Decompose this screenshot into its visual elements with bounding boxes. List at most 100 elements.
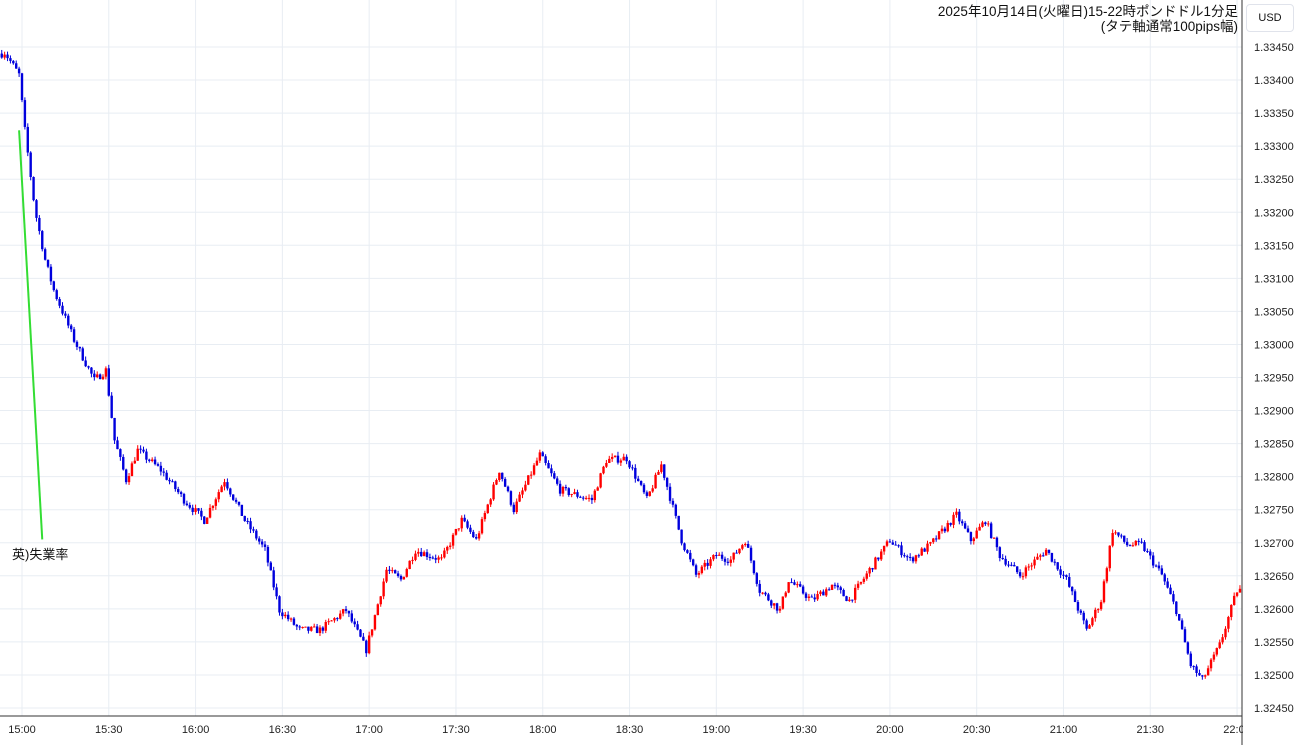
y-tick-label: 1.33000 (1254, 339, 1294, 351)
candle-down (1047, 549, 1051, 553)
candle-up (1209, 659, 1213, 669)
candle-up (327, 621, 330, 623)
candle-down (1175, 601, 1178, 614)
candle-down (226, 482, 229, 489)
annotation (18, 130, 44, 540)
candle-up (926, 543, 929, 552)
candle-up (729, 559, 732, 563)
candle-down (1163, 574, 1166, 582)
candle-up (761, 592, 764, 594)
x-tick-label: 17:30 (442, 724, 470, 736)
candle-down (249, 521, 252, 530)
candle-down (52, 281, 56, 291)
candle-down (1073, 591, 1077, 602)
candle-up (772, 603, 776, 606)
candle-up (515, 501, 518, 513)
candle-down (758, 583, 761, 593)
candle-up (101, 376, 105, 380)
y-tick-label: 1.33400 (1254, 75, 1294, 87)
candle-up (825, 589, 828, 596)
candle-down (1201, 675, 1204, 677)
candle-up (1044, 549, 1048, 556)
candle-up (1114, 532, 1117, 534)
candle-down (677, 515, 680, 530)
candle-up (529, 474, 533, 476)
candle-up (573, 492, 576, 495)
candle-down (107, 368, 110, 396)
candle-up (1224, 628, 1227, 638)
candle-up (223, 482, 226, 487)
candle-down (122, 456, 125, 470)
candle-down (735, 552, 738, 554)
candle-down (943, 528, 947, 532)
candle-up (136, 448, 139, 461)
candle-up (807, 596, 811, 598)
candle-down (631, 467, 634, 469)
candle-down (616, 455, 620, 463)
candle-down (720, 554, 724, 559)
candle-up (422, 552, 426, 557)
candle-down (790, 582, 793, 584)
candle-down (1192, 666, 1195, 668)
candle-down (321, 627, 325, 631)
candle-down (258, 538, 261, 542)
candle-up (830, 584, 834, 590)
candle-up (975, 530, 978, 539)
candle-down (628, 461, 631, 468)
x-tick-label: 19:30 (789, 724, 817, 736)
candle-up (1232, 595, 1236, 605)
candle-up (373, 615, 377, 630)
candle-up (408, 560, 411, 570)
candle-down (55, 290, 58, 300)
candle-down (637, 478, 640, 481)
candle-down (579, 496, 582, 498)
candle-up (1238, 588, 1242, 593)
candle-up (1230, 604, 1233, 618)
candle-up (205, 517, 209, 524)
candle-down (958, 511, 961, 522)
candle-down (1007, 564, 1010, 566)
candle-up (486, 504, 489, 514)
candle-up (1111, 533, 1114, 546)
candle-down (58, 299, 61, 306)
candle-down (278, 596, 281, 613)
y-tick-label: 1.33450 (1254, 42, 1294, 54)
candle-up (981, 522, 984, 527)
candle-down (767, 594, 770, 601)
y-tick-label: 1.32450 (1254, 703, 1294, 715)
candle-down (1166, 581, 1169, 588)
candle-down (877, 557, 880, 560)
candle-down (908, 556, 912, 558)
candle-down (43, 249, 47, 260)
candle-down (1160, 568, 1164, 575)
candle-down (156, 464, 160, 466)
candle-down (770, 600, 773, 606)
y-tick-label: 1.33250 (1254, 174, 1294, 186)
candle-down (961, 521, 964, 524)
candle-up (602, 466, 605, 474)
candle-up (527, 475, 530, 485)
candle-up (778, 608, 782, 611)
candle-down (1149, 551, 1152, 556)
candle-down (752, 560, 756, 574)
candle-down (989, 523, 993, 538)
y-tick-label: 1.32500 (1254, 670, 1294, 682)
candle-up (324, 621, 327, 631)
candle-up (194, 508, 197, 512)
candle-up (937, 531, 941, 540)
candle-down (969, 532, 973, 542)
candle-down (38, 217, 41, 232)
currency-button[interactable]: USD (1246, 4, 1294, 32)
candle-up (391, 570, 394, 572)
candle-down (1169, 587, 1172, 595)
candle-up (784, 592, 787, 597)
candle-down (67, 315, 70, 326)
candle-up (130, 463, 134, 477)
candle-down (177, 489, 180, 493)
candle-down (165, 472, 168, 480)
candle-up (1024, 567, 1028, 577)
candle-up (605, 462, 608, 467)
candle-up (492, 484, 495, 500)
y-tick-label: 1.33150 (1254, 240, 1294, 252)
candle-up (932, 538, 935, 543)
